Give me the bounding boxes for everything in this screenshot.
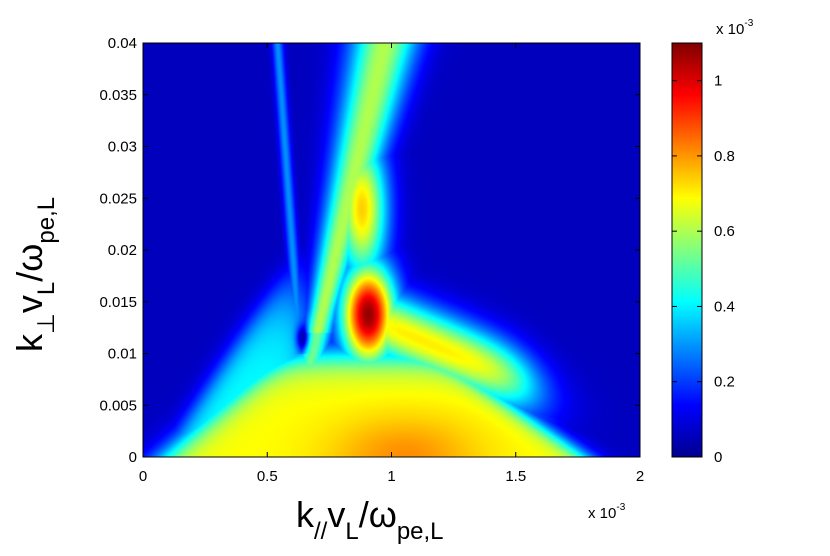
y-tick-label: 0.01 — [108, 346, 137, 363]
x-tick-label: 0 — [139, 468, 147, 485]
y-tick-label: 0.02 — [108, 242, 137, 259]
y-tick-label: 0.025 — [99, 190, 137, 207]
y-axis-label: k⊥vL/ωpe,L — [9, 197, 60, 352]
colorbar-tick-label: 0.4 — [714, 298, 735, 315]
colorbar-exponent: x 10-3 — [716, 18, 754, 38]
y-tick-label: 0.015 — [99, 294, 137, 311]
colorbar: 0 0.2 0.4 0.6 0.8 1 x 10-3 — [671, 18, 754, 466]
colorbar-tick-label: 1 — [714, 73, 722, 90]
x-tick-label: 2 — [636, 468, 644, 485]
x-axis-exponent: x 10-3 — [588, 502, 626, 522]
x-tick-label: 0.5 — [257, 468, 278, 485]
colorbar-gradient — [671, 42, 703, 458]
y-tick-label: 0 — [129, 449, 137, 466]
x-axis-ticks: 0 0.5 1 1.5 2 — [139, 43, 644, 485]
y-tick-label: 0.035 — [99, 87, 137, 104]
y-axis-ticks: 0 0.005 0.01 0.015 0.02 0.025 0.03 0.035 0.04 — [99, 35, 640, 466]
colorbar-tick-label: 0.8 — [714, 148, 735, 165]
colorbar-tick-label: 0 — [714, 449, 722, 466]
y-tick-label: 0.04 — [108, 35, 137, 52]
x-axis-label: k//vL/ωpe,L — [296, 494, 444, 545]
y-tick-label: 0.005 — [99, 397, 137, 414]
heatmap-area — [142, 42, 641, 458]
colorbar-tick-label: 0.2 — [714, 374, 735, 391]
colorbar-ticks: 0 0.2 0.4 0.6 0.8 1 — [672, 73, 735, 466]
x-tick-label: 1 — [387, 468, 395, 485]
colorbar-tick-label: 0.6 — [714, 223, 735, 240]
heatmap-canvas — [143, 43, 640, 457]
x-tick-label: 1.5 — [505, 468, 526, 485]
y-tick-label: 0.03 — [108, 139, 137, 156]
